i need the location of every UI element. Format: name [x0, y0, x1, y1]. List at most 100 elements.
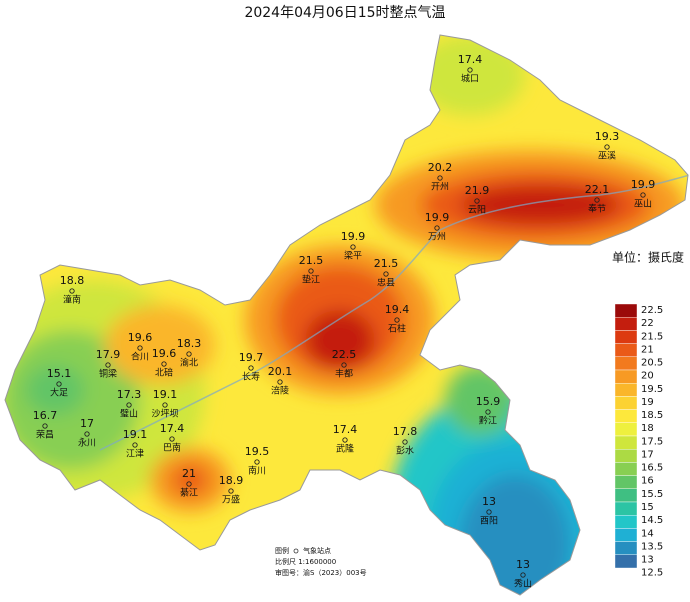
- station-name: 涪陵: [271, 385, 289, 397]
- legend-cell: [614, 303, 638, 318]
- station-name: 忠县: [377, 278, 395, 289]
- legend-label: 18.5: [641, 410, 663, 421]
- station-value: 19.9: [341, 230, 366, 243]
- station-value: 19.5: [245, 445, 270, 458]
- station-name: 璧山: [120, 408, 138, 420]
- legend-label: 12.5: [641, 568, 663, 579]
- note-scale: 比例尺 1:1600000: [275, 557, 336, 566]
- station-marker: [105, 362, 111, 368]
- legend-cell: [614, 369, 638, 384]
- legend-cell: [614, 554, 638, 569]
- station-marker: [137, 345, 143, 351]
- station-value: 16.7: [33, 409, 58, 422]
- station-marker: [394, 317, 400, 323]
- legend-cell: [614, 435, 638, 450]
- legend-cell: [614, 528, 638, 542]
- station-marker: [248, 365, 254, 371]
- station-value: 21.5: [374, 257, 399, 270]
- legend-label: 18: [641, 423, 654, 434]
- note-legend-icon: [293, 548, 299, 554]
- legend-cell: [614, 475, 638, 490]
- station-name: 江津: [126, 449, 144, 460]
- station-marker: [308, 268, 314, 274]
- station-name: 巴南: [163, 442, 181, 454]
- station-marker: [69, 288, 75, 294]
- station-value: 19.1: [153, 388, 178, 401]
- station-name: 潼南: [63, 294, 81, 306]
- legend-label: 22.5: [641, 305, 663, 316]
- station-name: 綦江: [180, 487, 198, 499]
- station-marker: [162, 402, 168, 408]
- legend-cell: [614, 396, 638, 410]
- station-value: 18.9: [219, 474, 244, 487]
- station-name: 奉节: [588, 203, 606, 215]
- station-name: 彭水: [396, 445, 414, 457]
- legend-cell: [614, 515, 638, 529]
- station-marker: [161, 361, 167, 367]
- station-value: 17.4: [333, 423, 358, 436]
- legend-label: 19.5: [641, 384, 663, 395]
- station-marker: [132, 442, 138, 448]
- station-value: 21: [182, 467, 196, 480]
- station-value: 20.2: [428, 161, 453, 174]
- station-value: 20.1: [268, 365, 293, 378]
- legend-label: 15: [641, 502, 654, 513]
- legend-cell: [614, 356, 638, 371]
- station-marker: [474, 198, 480, 204]
- station-value: 17.3: [117, 388, 142, 401]
- legend-label: 13.5: [641, 541, 663, 552]
- station-marker: [254, 459, 260, 465]
- station-value: 17.9: [96, 348, 121, 361]
- legend-cell: [614, 541, 638, 555]
- legend-cell: [614, 422, 638, 437]
- station-marker: [342, 437, 348, 443]
- station-name: 万盛: [222, 494, 240, 506]
- station-name: 巫山: [634, 199, 652, 210]
- station-marker: [186, 351, 192, 357]
- station-marker: [485, 409, 491, 415]
- station-value: 13: [482, 495, 496, 508]
- station-name: 沙坪坝: [151, 409, 178, 420]
- station-value: 19.4: [385, 303, 410, 316]
- legend-label: 21: [641, 344, 654, 355]
- station-name: 铜梁: [99, 368, 117, 380]
- station-name: 丰都: [335, 368, 353, 380]
- station-marker: [84, 431, 90, 437]
- station-marker: [350, 244, 356, 250]
- station-value: 18.8: [60, 274, 85, 287]
- legend-label: 13: [641, 555, 654, 566]
- station-marker: [594, 197, 600, 203]
- station-value: 19.1: [123, 428, 148, 441]
- station-marker: [486, 509, 492, 515]
- station-value: 13: [516, 558, 530, 571]
- legend-label: 17.5: [641, 436, 663, 447]
- station-name: 荣昌: [36, 429, 54, 441]
- station-value: 19.6: [128, 331, 153, 344]
- legend-label: 22: [641, 318, 654, 329]
- station-value: 15.9: [476, 395, 501, 408]
- legend-label: 19: [641, 397, 654, 408]
- station-value: 17: [80, 417, 94, 430]
- legend-label: 20.5: [641, 358, 663, 369]
- station-value: 22.1: [585, 183, 610, 196]
- note-approval: 审图号：渝S（2023）003号: [275, 568, 367, 577]
- legend-label: 17: [641, 449, 654, 460]
- station-value: 17.4: [160, 422, 185, 435]
- station-name: 酉阳: [480, 516, 498, 527]
- station-marker: [467, 67, 473, 73]
- station-marker: [402, 439, 408, 445]
- station-value: 19.7: [239, 351, 264, 364]
- station-name: 云阳: [468, 205, 486, 216]
- station-name: 城口: [461, 74, 479, 85]
- station-name: 石柱: [388, 323, 406, 335]
- station-value: 17.4: [458, 53, 483, 66]
- station-value: 18.3: [177, 337, 202, 350]
- station-marker: [341, 362, 347, 368]
- station-name: 渝北: [180, 357, 198, 369]
- station-value: 15.1: [47, 367, 72, 380]
- note-legend-item: 气象站点: [303, 546, 331, 555]
- station-marker: [383, 271, 389, 277]
- legend-cell: [614, 462, 638, 476]
- station-name: 长寿: [242, 371, 260, 383]
